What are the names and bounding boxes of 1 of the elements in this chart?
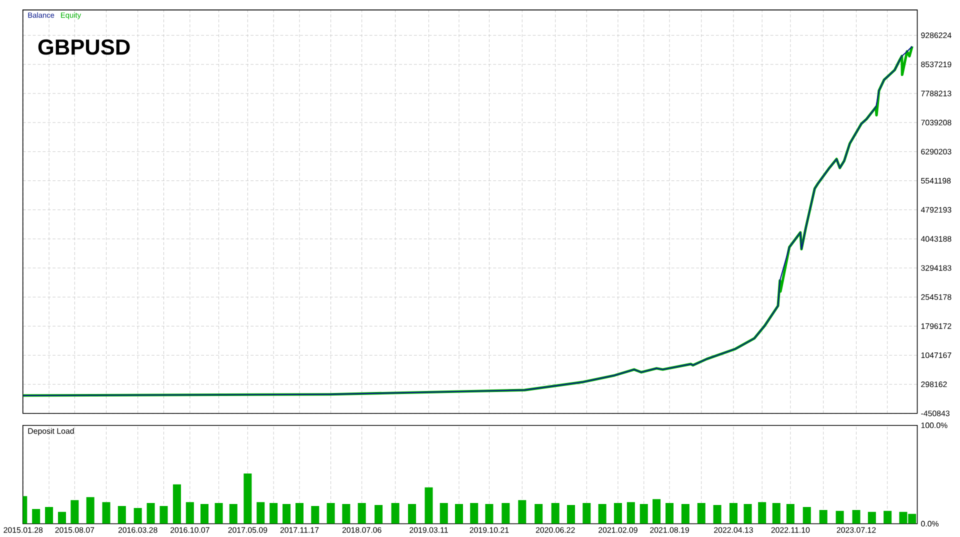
text: GBPUSD <box>38 40 130 55</box>
